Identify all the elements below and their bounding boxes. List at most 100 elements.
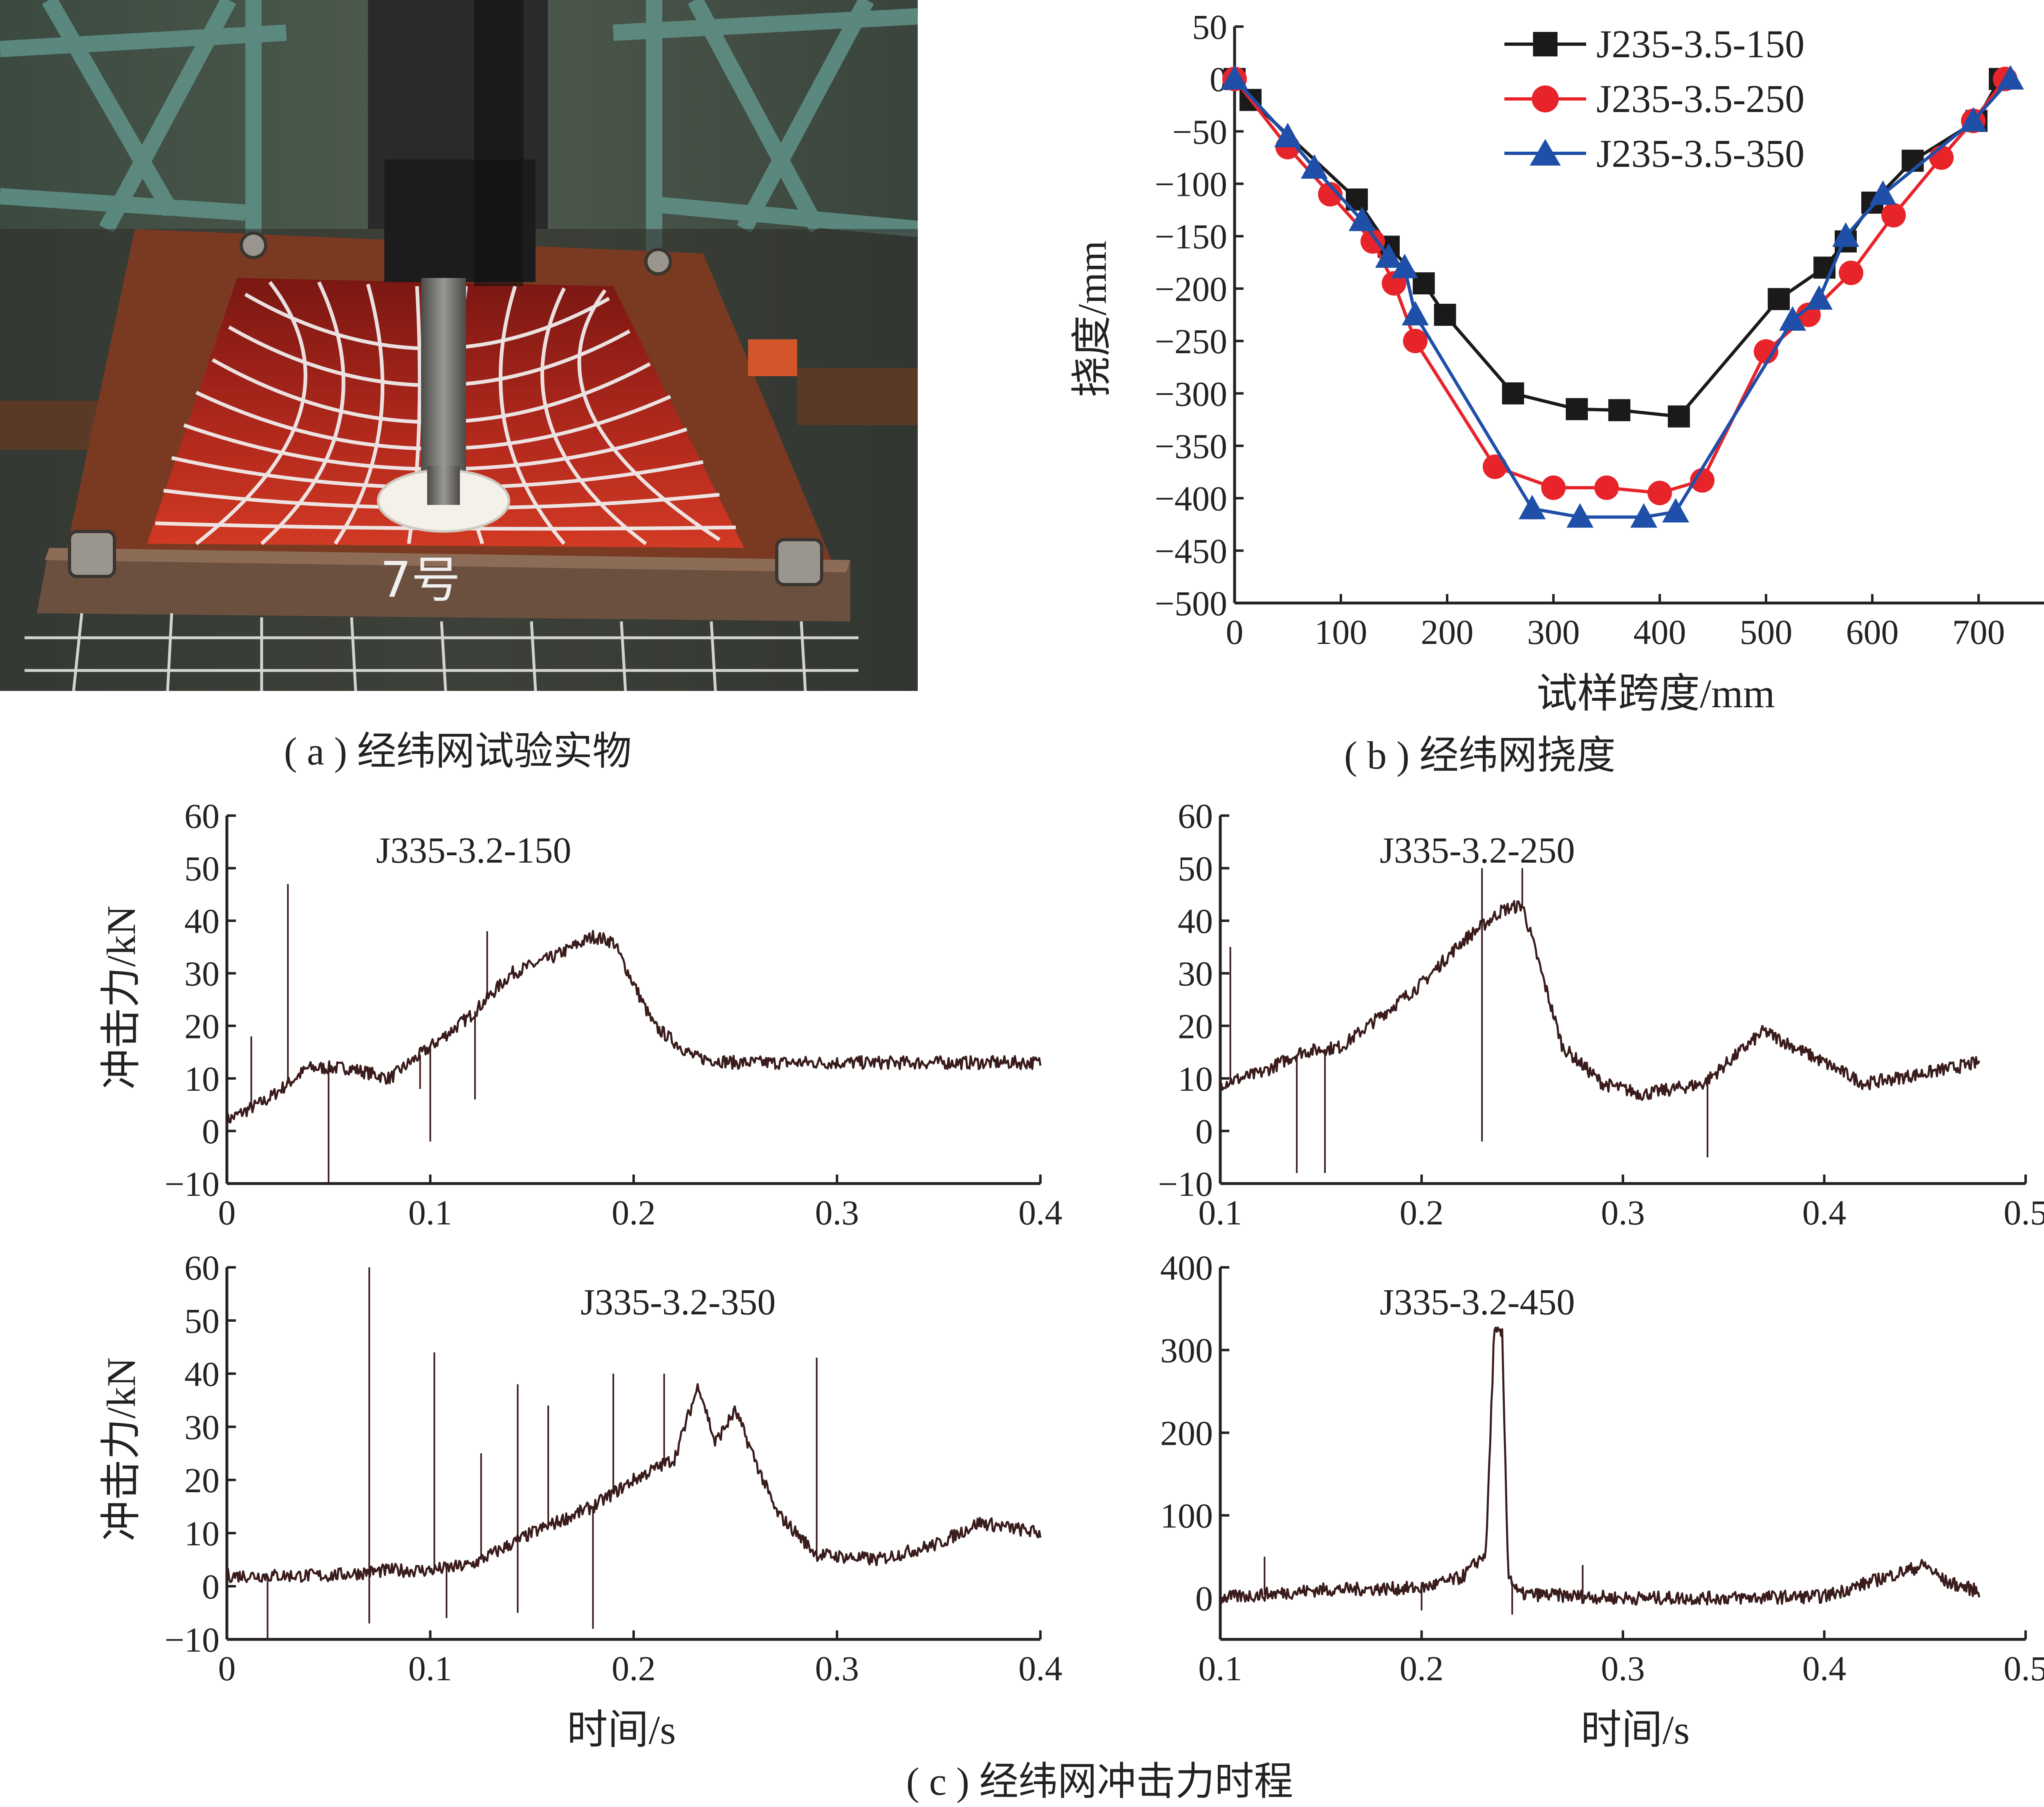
chart-c1-xtick-label: 0.1 [408, 1193, 453, 1232]
chart-c1-xtick-label: 0.2 [612, 1193, 656, 1232]
marker-triangle [1349, 206, 1376, 231]
marker-circle [1647, 480, 1672, 505]
marker-circle [1541, 475, 1566, 500]
chart-c3-title: J335-3.2-350 [580, 1282, 775, 1323]
chart-b-ytick-label: −150 [1154, 217, 1227, 256]
marker-square [1667, 405, 1690, 428]
chart-c2-title: J335-3.2-250 [1380, 830, 1575, 871]
chart-c1-ytick-label: 40 [184, 901, 220, 941]
chart-c3-xtick-label: 0.1 [408, 1649, 453, 1688]
trace-c4 [1219, 1326, 1981, 1606]
force-chart-250: J335-3.2-250 60 50 40 30 20 10 0 −100.1 0.2 0.3 0.… [1158, 796, 2044, 1232]
chart-b-xtick-label: 400 [1634, 612, 1686, 652]
chart-c4-xtick-label: 0.4 [1802, 1649, 1847, 1688]
chart-c3-xtick-label: 0 [218, 1649, 236, 1688]
chart-c1-title: J335-3.2-150 [376, 830, 571, 871]
marker-square [1434, 304, 1456, 326]
legend-label-250: J235-3.5-250 [1596, 77, 1804, 121]
chart-c1-xtick-label: 0.3 [815, 1193, 859, 1232]
chart-b-xtick-label: 200 [1421, 612, 1474, 652]
chart-c3-ytick-label: 10 [184, 1514, 220, 1553]
marker-circle [1839, 260, 1863, 285]
chart-b-ytick-label: −450 [1154, 531, 1227, 571]
marker-triangle [1630, 503, 1657, 528]
chart-c4-ytick-label: 100 [1160, 1496, 1213, 1536]
chart-c3-ytick-label: 30 [184, 1408, 220, 1447]
chart-c2-xtick-label: 0.1 [1198, 1193, 1242, 1232]
chart-c2-ytick-label: 40 [1178, 901, 1213, 941]
chart-c4-ytick-label: 200 [1160, 1413, 1213, 1453]
series-line-0 [1233, 78, 2001, 418]
photo-panel: 7号 [0, 0, 918, 691]
deflection-chart: 试样跨度/mm 挠度/mm J235-3.5-150 J235-3.5-250 … [1069, 7, 2044, 716]
chart-b-ytick-label: −200 [1154, 269, 1227, 309]
marker-circle [1690, 468, 1715, 493]
marker-triangle [1662, 498, 1689, 522]
force-chart-450: J335-3.2-450 时间/s 400 300 200 100 0 0.1 0.2 0.3… [1160, 1248, 2044, 1753]
marker-triangle [1997, 65, 2024, 90]
chart-c3-xtick-label: 0.2 [612, 1649, 656, 1688]
chart-c1-ylabel: 冲击力/kN [99, 906, 144, 1090]
chart-c4-xlabel: 时间/s [1581, 1707, 1690, 1753]
marker-circle [1483, 454, 1507, 479]
chart-c3-xtick-label: 0.3 [815, 1649, 859, 1688]
chart-b-xlabel: 试样跨度/mm [1536, 671, 1775, 716]
chart-c3-xtick-label: 0.4 [1018, 1649, 1062, 1688]
marker-circle [1403, 329, 1428, 354]
chart-c4-ytick-label: 0 [1195, 1579, 1213, 1618]
marker-circle [1318, 182, 1342, 207]
chart-b-ytick-label: −350 [1154, 426, 1227, 466]
marker-circle [1594, 475, 1619, 500]
chart-b-xtick-label: 500 [1740, 612, 1793, 652]
chart-b-ytick-label: −100 [1154, 165, 1227, 204]
legend-item-150: J235-3.5-150 [1504, 22, 1804, 66]
chart-b-xtick-label: 600 [1846, 612, 1899, 652]
marker-square [1566, 398, 1588, 420]
chart-b-xtick-label: 700 [1952, 612, 2005, 652]
chart-b-ytick-label: 50 [1192, 7, 1227, 47]
marker-triangle [1519, 495, 1546, 520]
chart-c2-ytick-label: 50 [1178, 849, 1213, 888]
chart-c3-ytick-label: 60 [184, 1248, 220, 1287]
chart-c2-ytick-label: 30 [1178, 954, 1213, 993]
marker-square [1502, 382, 1524, 405]
chart-b-ytick-label: −500 [1154, 584, 1227, 623]
chart-c2-ytick-label: 60 [1178, 796, 1213, 836]
marker-triangle [1567, 503, 1594, 528]
chart-c4-ytick-label: 400 [1160, 1248, 1213, 1287]
photo-label: 7号 [380, 552, 460, 609]
marker-triangle [1221, 65, 1248, 90]
chart-c4-xtick-label: 0.3 [1601, 1649, 1645, 1688]
chart-c2-ytick-label: 20 [1178, 1007, 1213, 1046]
chart-b-ytick-label: −250 [1154, 322, 1227, 361]
chart-b-ytick-label: −400 [1154, 479, 1227, 518]
chart-c1-ytick-label: 50 [184, 849, 220, 888]
chart-b-xtick-label: 0 [1226, 612, 1244, 652]
caption-c: ( c ) 经纬网冲击力时程 [906, 1760, 1293, 1803]
chart-c4-ytick-label: 300 [1160, 1331, 1213, 1370]
chart-b-legend: J235-3.5-150 J235-3.5-250 J235-3.5-350 [1504, 22, 1804, 175]
trace-c1 [226, 930, 1042, 1128]
marker-triangle [1391, 253, 1418, 278]
marker-triangle [1832, 222, 1859, 247]
marker-triangle [1301, 154, 1328, 179]
chart-c1-ytick-label: 10 [184, 1059, 220, 1099]
trace-c3 [226, 1383, 1042, 1583]
chart-c4-xtick-label: 0.2 [1400, 1649, 1444, 1688]
chart-c1-ytick-label: 20 [184, 1007, 220, 1046]
marker-triangle [1779, 306, 1806, 331]
legend-item-250: J235-3.5-250 [1504, 77, 1804, 121]
chart-c3-xlabel: 时间/s [567, 1707, 676, 1753]
chart-c1-ytick-label: 60 [184, 796, 220, 836]
legend-label-150: J235-3.5-150 [1596, 22, 1804, 66]
chart-c4-title: J335-3.2-450 [1380, 1282, 1575, 1323]
chart-b-ytick-label: −50 [1172, 112, 1227, 151]
chart-c2-xtick-label: 0.5 [2004, 1193, 2044, 1232]
force-chart-350: J335-3.2-350 冲击力/kN 时间/s 6050403020100−1… [99, 1248, 1062, 1753]
marker-circle [1881, 203, 1906, 228]
chart-c2-ytick-label: 0 [1195, 1112, 1213, 1151]
legend-item-350: J235-3.5-350 [1504, 132, 1804, 175]
marker-triangle [1274, 123, 1301, 148]
